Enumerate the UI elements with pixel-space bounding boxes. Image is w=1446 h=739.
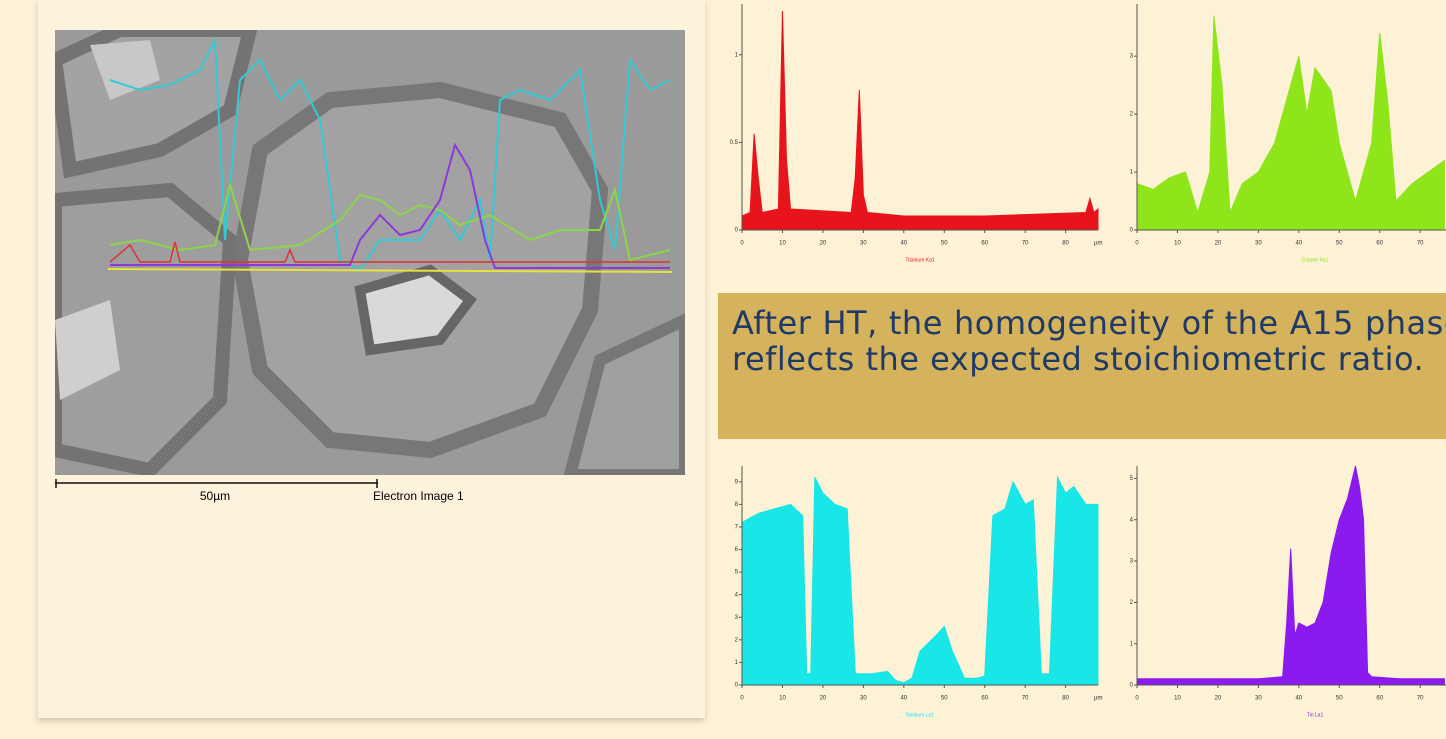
y-tick-label: 0 bbox=[1130, 683, 1134, 689]
y-tick-label: 3 bbox=[735, 615, 739, 621]
x-tick-label: 30 bbox=[860, 696, 867, 702]
y-tick-label: 4 bbox=[1130, 517, 1134, 523]
x-tick-label: 0 bbox=[1135, 241, 1139, 247]
profile-area bbox=[1136, 465, 1445, 686]
x-tick-label: 0 bbox=[740, 241, 744, 247]
y-tick-label: 3 bbox=[1130, 54, 1134, 60]
y-tick-label: 4 bbox=[735, 592, 739, 598]
x-tick-label: 20 bbox=[1215, 696, 1222, 702]
profile-area bbox=[1136, 15, 1445, 231]
x-tick-label: 30 bbox=[1255, 241, 1262, 247]
y-tick-label: 5 bbox=[735, 570, 739, 576]
scale-bar bbox=[55, 479, 378, 488]
x-tick-label: 50 bbox=[941, 696, 948, 702]
y-tick-label: 0 bbox=[735, 683, 739, 689]
x-tick-label: 10 bbox=[779, 696, 786, 702]
line-scan-chart: 0 10 20 30 40 50 60 70 80 0 0.5 1 µm Titanium Ka1 bbox=[730, 4, 1102, 263]
y-tick-label: 1 bbox=[735, 52, 739, 58]
x-tick-label: 60 bbox=[1376, 696, 1383, 702]
y-tick-label: 1 bbox=[735, 660, 739, 666]
x-tick-label: 10 bbox=[779, 241, 786, 247]
scale-label: 50µm bbox=[200, 489, 230, 503]
y-tick-label: 7 bbox=[735, 525, 739, 531]
x-tick-label: 70 bbox=[1417, 241, 1424, 247]
line-scan-chart: 0 10 20 30 40 50 60 70 0 1 2 3 4 5 Tin La1 bbox=[1130, 465, 1446, 718]
y-tick-label: 0.5 bbox=[730, 140, 739, 146]
x-tick-label: 40 bbox=[900, 241, 907, 247]
x-tick-label: 10 bbox=[1174, 696, 1181, 702]
x-tick-label: 80 bbox=[1062, 696, 1069, 702]
chart-title: Niobium La1 bbox=[906, 712, 934, 718]
y-tick-label: 2 bbox=[1130, 600, 1134, 606]
profile-area bbox=[741, 475, 1099, 686]
x-tick-label: 50 bbox=[941, 241, 948, 247]
x-tick-label: 40 bbox=[1295, 241, 1302, 247]
x-tick-label: 20 bbox=[820, 696, 827, 702]
x-tick-label: 20 bbox=[820, 241, 827, 247]
x-tick-label: 20 bbox=[1215, 241, 1222, 247]
image-label: Electron Image 1 bbox=[373, 489, 464, 503]
chart-title: Tin La1 bbox=[1307, 712, 1324, 718]
x-tick-label: 30 bbox=[1255, 696, 1262, 702]
y-tick-label: 0 bbox=[1130, 228, 1134, 234]
x-tick-label: 10 bbox=[1174, 241, 1181, 247]
x-tick-label: 50 bbox=[1336, 241, 1343, 247]
caption: After HT, the homogeneity of the A15 pha… bbox=[718, 293, 1446, 439]
x-tick-label: 0 bbox=[1135, 696, 1139, 702]
y-tick-label: 2 bbox=[735, 637, 739, 643]
y-tick-label: 3 bbox=[1130, 559, 1134, 565]
x-tick-label: 40 bbox=[1295, 696, 1302, 702]
y-tick-label: 1 bbox=[1130, 170, 1134, 176]
y-tick-label: 5 bbox=[1130, 476, 1134, 482]
x-tick-label: 80 bbox=[1062, 241, 1069, 247]
x-axis-unit: µm bbox=[1094, 241, 1102, 247]
y-tick-label: 9 bbox=[735, 479, 739, 485]
line-scan-chart: 0 10 20 30 40 50 60 70 80 0 1 2 3 4 5 6 7 8 9 µm Niobium La1 bbox=[735, 466, 1102, 718]
y-tick-label: 1 bbox=[1130, 641, 1134, 647]
y-tick-label: 8 bbox=[735, 502, 739, 508]
line-scan-chart: 0 10 20 30 40 50 60 70 0 1 2 3 Copper Ka1 bbox=[1130, 4, 1446, 263]
electron-image bbox=[55, 30, 685, 475]
x-tick-label: 70 bbox=[1417, 696, 1424, 702]
x-axis-unit: µm bbox=[1094, 696, 1102, 702]
x-tick-label: 60 bbox=[981, 696, 988, 702]
x-tick-label: 30 bbox=[860, 241, 867, 247]
x-tick-label: 70 bbox=[1022, 241, 1029, 247]
y-tick-label: 2 bbox=[1130, 112, 1134, 118]
x-tick-label: 40 bbox=[900, 696, 907, 702]
profile-area bbox=[741, 10, 1099, 231]
x-tick-label: 50 bbox=[1336, 696, 1343, 702]
x-tick-label: 60 bbox=[981, 241, 988, 247]
x-tick-label: 60 bbox=[1376, 241, 1383, 247]
chart-title: Copper Ka1 bbox=[1302, 257, 1329, 263]
x-tick-label: 70 bbox=[1022, 696, 1029, 702]
chart-title: Titanium Ka1 bbox=[905, 257, 934, 263]
y-tick-label: 6 bbox=[735, 547, 739, 553]
y-tick-label: 0 bbox=[735, 228, 739, 234]
x-tick-label: 0 bbox=[740, 696, 744, 702]
